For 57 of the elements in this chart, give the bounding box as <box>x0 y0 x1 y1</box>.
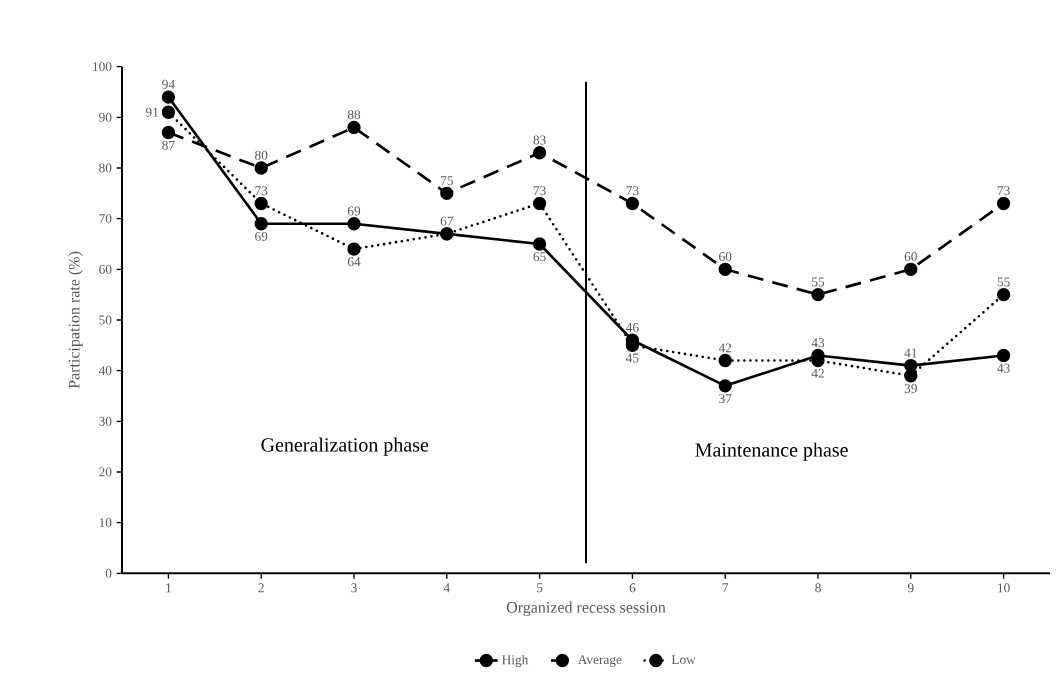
y-tick-label: 40 <box>98 366 112 376</box>
x-tick-label: 10 <box>998 583 1010 593</box>
y-tick-label: 20 <box>99 467 112 477</box>
annotation: Generalization phase <box>261 437 429 456</box>
data-label: 37 <box>719 394 732 404</box>
data-label: 39 <box>904 383 917 393</box>
x-tick-label: 6 <box>629 583 636 593</box>
data-label: 45 <box>625 353 639 363</box>
data-label: 64 <box>347 257 361 267</box>
y-tick-label: 90 <box>99 112 112 122</box>
y-tick-label: 100 <box>93 62 112 72</box>
data-label: 43 <box>811 338 825 348</box>
data-label: 73 <box>997 186 1010 196</box>
y-tick-label: 80 <box>99 163 112 173</box>
y-tick-label: 60 <box>99 264 112 274</box>
data-label: 75 <box>441 176 453 186</box>
data-label: 88 <box>347 110 361 120</box>
y-axis-title: Participation rate (%) <box>68 251 83 389</box>
data-label: 91 <box>145 107 159 117</box>
x-tick-label: 3 <box>351 583 357 593</box>
x-tick-label: 7 <box>722 583 729 593</box>
data-label: 69 <box>255 231 268 241</box>
data-label: 60 <box>719 252 732 262</box>
data-label: 46 <box>625 323 639 332</box>
legend-label: Low <box>671 655 696 665</box>
data-label: 60 <box>904 252 917 262</box>
y-tick-label: 70 <box>99 214 112 224</box>
annotation: Maintenance phase <box>695 442 848 461</box>
data-label: 55 <box>812 277 825 287</box>
data-label: 42 <box>811 368 824 378</box>
data-label: 73 <box>533 186 546 196</box>
data-label: 94 <box>162 79 175 89</box>
x-tick-label: 5 <box>537 583 543 593</box>
data-label: 55 <box>997 277 1010 287</box>
x-tick-label: 4 <box>443 583 450 593</box>
data-label: 69 <box>347 206 361 216</box>
data-label: 41 <box>904 348 917 358</box>
data-label: 73 <box>255 186 268 196</box>
x-tick-label: 1 <box>166 583 171 593</box>
x-tick-label: 9 <box>907 583 914 593</box>
x-tick-label: 2 <box>258 583 264 593</box>
legend-label: Average <box>577 655 622 667</box>
y-tick-label: 0 <box>105 568 112 578</box>
data-label: 43 <box>997 363 1010 373</box>
data-label: 65 <box>533 252 546 262</box>
data-label: 73 <box>626 186 639 196</box>
data-label: 42 <box>718 343 732 353</box>
x-tick-label: 8 <box>815 583 821 593</box>
data-label: 80 <box>255 150 268 160</box>
data-label: 67 <box>440 216 454 226</box>
data-label: 87 <box>162 140 175 150</box>
legend-label: High <box>502 654 529 668</box>
x-axis-title: Organized recess session <box>506 601 666 617</box>
y-tick-label: 30 <box>99 416 112 426</box>
y-tick-label: 50 <box>99 315 112 325</box>
data-label: 83 <box>533 135 546 145</box>
y-tick-label: 10 <box>99 518 112 528</box>
